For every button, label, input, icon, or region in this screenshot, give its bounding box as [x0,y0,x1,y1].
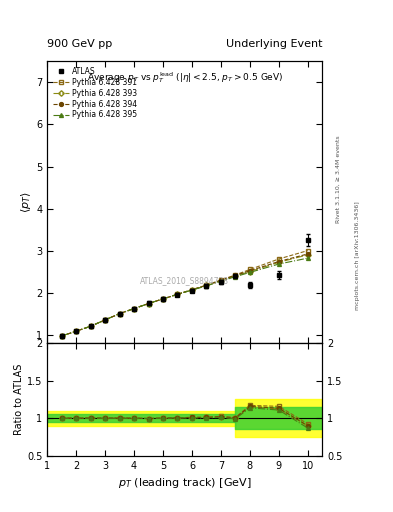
Legend: ATLAS, Pythia 6.428 391, Pythia 6.428 393, Pythia 6.428 394, Pythia 6.428 395: ATLAS, Pythia 6.428 391, Pythia 6.428 39… [51,65,139,121]
Text: Average $p_T$ vs $p_T^{\rm lead}$ ($|\eta| < 2.5$, $p_T > 0.5$ GeV): Average $p_T$ vs $p_T^{\rm lead}$ ($|\et… [86,70,283,85]
Y-axis label: $\langle p_T \rangle$: $\langle p_T \rangle$ [19,191,33,213]
Text: Underlying Event: Underlying Event [226,38,322,49]
X-axis label: $p_T$ (leading track) [GeV]: $p_T$ (leading track) [GeV] [118,476,252,490]
Text: mcplots.cern.ch [arXiv:1306.3436]: mcplots.cern.ch [arXiv:1306.3436] [355,202,360,310]
Text: Rivet 3.1.10, ≥ 3.4M events: Rivet 3.1.10, ≥ 3.4M events [336,135,340,223]
Text: ATLAS_2010_S8894728: ATLAS_2010_S8894728 [140,276,229,286]
Text: 900 GeV pp: 900 GeV pp [47,38,112,49]
Y-axis label: Ratio to ATLAS: Ratio to ATLAS [14,364,24,435]
